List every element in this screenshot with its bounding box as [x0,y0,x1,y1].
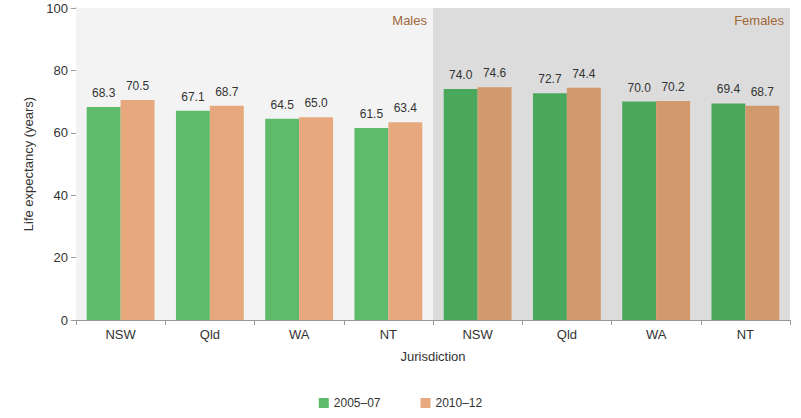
svg-text:70.5: 70.5 [126,79,150,93]
svg-text:2010–12: 2010–12 [436,396,483,410]
svg-text:Qld: Qld [200,327,220,342]
svg-text:69.4: 69.4 [717,82,741,96]
svg-text:NT: NT [380,327,397,342]
svg-text:40: 40 [54,188,68,203]
svg-text:70.0: 70.0 [627,81,651,95]
svg-text:70.2: 70.2 [661,80,685,94]
svg-text:60: 60 [54,125,68,140]
svg-text:20: 20 [54,250,68,265]
svg-text:NSW: NSW [105,327,136,342]
svg-text:Qld: Qld [557,327,577,342]
svg-text:NT: NT [737,327,754,342]
svg-text:80: 80 [54,63,68,78]
svg-text:100: 100 [46,1,68,16]
svg-text:WA: WA [289,327,310,342]
svg-text:74.0: 74.0 [449,68,473,82]
svg-text:2005–07: 2005–07 [334,396,381,410]
svg-text:67.1: 67.1 [181,90,205,104]
svg-text:65.0: 65.0 [304,96,328,110]
svg-text:68.7: 68.7 [215,85,239,99]
svg-text:0: 0 [61,313,68,328]
svg-text:74.6: 74.6 [483,66,507,80]
svg-text:Jurisdiction: Jurisdiction [400,349,465,364]
svg-text:Males: Males [392,13,427,28]
svg-text:74.4: 74.4 [572,67,596,81]
svg-text:WA: WA [646,327,667,342]
svg-text:68.3: 68.3 [92,86,116,100]
svg-text:Life expectancy (years): Life expectancy (years) [21,97,36,231]
svg-text:63.4: 63.4 [394,101,418,115]
svg-text:Females: Females [734,13,784,28]
svg-text:NSW: NSW [462,327,493,342]
svg-text:72.7: 72.7 [538,72,562,86]
svg-text:61.5: 61.5 [360,107,384,121]
svg-text:68.7: 68.7 [751,85,775,99]
svg-text:64.5: 64.5 [270,98,294,112]
